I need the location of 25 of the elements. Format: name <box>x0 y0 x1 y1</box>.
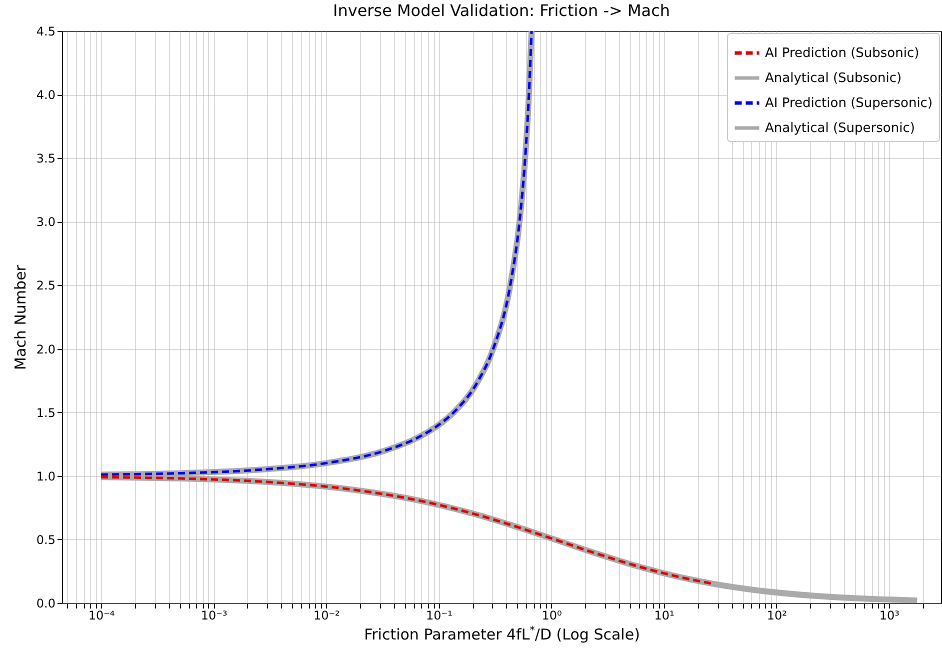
legend-label: Analytical (Subsonic) <box>765 71 902 86</box>
x-tick-label: 10⁻² <box>313 608 340 622</box>
x-axis-title: Friction Parameter 4fL$^{*}$/D (Log Scale) <box>364 624 640 644</box>
legend-label: AI Prediction (Subsonic) <box>765 46 920 61</box>
y-tick-label: 1.5 <box>36 406 56 420</box>
y-tick-label: 0.5 <box>36 532 56 547</box>
x-tick-label: 10⁻¹ <box>426 608 453 622</box>
x-tick-label: 10⁻⁴ <box>88 608 115 622</box>
y-tick-label: 3.0 <box>36 215 56 230</box>
x-tick-label: 10³ <box>879 608 900 622</box>
y-tick-label: 2.5 <box>36 278 56 293</box>
y-tick-label: 4.5 <box>36 24 56 38</box>
y-tick-label: 0.0 <box>36 596 56 610</box>
y-tick-label: 4.0 <box>36 88 56 102</box>
legend-label: AI Prediction (Supersonic) <box>765 96 933 111</box>
y-tick-label: 1.0 <box>36 469 56 484</box>
y-tick-label: 3.5 <box>36 152 56 166</box>
y-tick-label: 2.0 <box>36 342 56 356</box>
x-tick-label: 10⁰ <box>542 608 562 622</box>
x-tick-label: 10¹ <box>654 608 675 622</box>
chart-title: Inverse Model Validation: Friction -> Mach <box>332 1 670 20</box>
x-tick-label: 10² <box>766 608 788 622</box>
x-tick-label: 10⁻³ <box>200 608 228 622</box>
legend-label: Analytical (Supersonic) <box>765 121 915 136</box>
y-axis-title: Mach Number <box>11 264 30 370</box>
